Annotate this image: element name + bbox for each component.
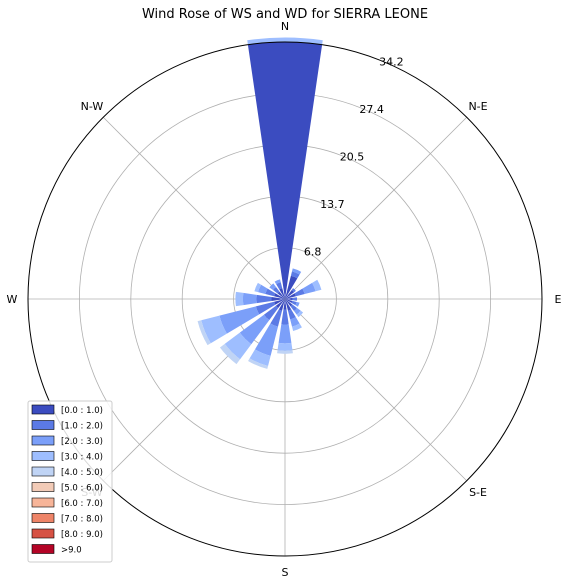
wind-bar-0-bin-3 — [247, 37, 323, 45]
legend-swatch — [31, 420, 55, 430]
wind-bar-180-bin-4 — [277, 350, 293, 354]
legend-label: [3.0 : 4.0) — [61, 453, 103, 463]
wind-bar-180-bin-3 — [277, 342, 293, 351]
wind-bar-202.5-bin-3 — [249, 349, 271, 367]
wind-bar-157.5-bin-3 — [292, 323, 302, 332]
legend-swatch — [31, 544, 55, 554]
legend-label: [0.0 : 1.0) — [61, 406, 103, 416]
wind-bar-157.5-bin-1 — [287, 309, 296, 320]
wind-bar-22.5-bin-0 — [285, 275, 298, 299]
wind-bar-337.5-bin-0 — [279, 288, 285, 299]
polar-frame — [27, 41, 543, 557]
wind-bar-0-bin-0 — [247, 42, 323, 300]
wind-bar-180-bin-1 — [281, 309, 289, 325]
wind-bar-22.5-bin-1 — [290, 271, 300, 279]
radial-tick-label: 27.4 — [359, 103, 384, 116]
wind-bar-180-bin-0 — [283, 299, 287, 310]
wind-bar-157.5-bin-0 — [285, 299, 292, 311]
wind-bar-45-bin-1 — [291, 288, 296, 293]
direction-label-w: W — [7, 293, 18, 306]
direction-label-n-w: N-W — [81, 100, 104, 113]
wind-bar-270-bin-1 — [256, 294, 272, 304]
legend-label: [5.0 : 6.0) — [61, 484, 103, 494]
wind-bar-90-bin-1 — [292, 297, 298, 301]
wind-bar-315-bin-0 — [277, 291, 285, 299]
direction-label-s: S — [282, 566, 289, 579]
wind-bar-135-bin-3 — [296, 310, 304, 318]
legend-label: [7.0 : 8.0) — [61, 515, 103, 525]
wind-bar-67.5-bin-0 — [285, 293, 296, 299]
wind-bar-247.5-bin-0 — [274, 299, 285, 305]
wind-bar-135-bin-1 — [290, 304, 298, 312]
direction-label-n: N — [281, 20, 289, 33]
direction-label-s-e: S-E — [469, 486, 487, 499]
wind-bar-157.5-bin-2 — [290, 317, 300, 327]
wind-bar-247.5-bin-4 — [197, 320, 211, 346]
wind-bar-225-bin-1 — [263, 305, 279, 321]
wind-bar-112.5-bin-0 — [285, 299, 293, 303]
wind-bar-337.5-bin-1 — [276, 282, 283, 290]
wind-bar-225-bin-3 — [224, 332, 252, 360]
legend: [0.0 : 1.0) [1.0 : 2.0) [2.0 : 3.0) [3.0 : … — [27, 400, 113, 563]
legend-label: [4.0 : 5.0) — [61, 468, 103, 478]
chart-title: Wind Rose of WS and WD for SIERRA LEONE — [142, 7, 428, 22]
legend-swatch — [31, 528, 55, 539]
wind-bar-270-bin-2 — [242, 292, 257, 306]
wind-bar-225-bin-4 — [219, 343, 241, 365]
wind-bar-225-bin-0 — [275, 299, 285, 309]
wind-bar-292.5-bin-2 — [258, 284, 268, 295]
wind-bar-135-bin-0 — [285, 299, 293, 307]
radial-tick-label: 6.8 — [304, 246, 322, 259]
wind-bar-337.5-bin-2 — [274, 279, 281, 285]
legend-swatch — [31, 404, 55, 415]
wind-bar-67.5-bin-2 — [302, 282, 316, 295]
radial-tick-label: 13.7 — [320, 198, 345, 211]
wind-bar-292.5-bin-0 — [274, 293, 285, 299]
direction-label-n-e: N-E — [468, 100, 487, 113]
wind-bar-225-bin-2 — [239, 314, 270, 345]
legend-swatch — [31, 466, 55, 477]
grid-spoke-n-e — [284, 116, 468, 300]
wind-bars — [197, 37, 323, 369]
radial-tick-label: 20.5 — [340, 151, 365, 164]
wind-bar-315-bin-1 — [272, 286, 280, 294]
legend-swatch — [31, 513, 55, 523]
legend-swatch — [31, 482, 55, 492]
wind-bar-22.5-bin-2 — [292, 268, 302, 275]
wind-bar-202.5-bin-1 — [270, 309, 283, 327]
direction-label-e: E — [555, 293, 562, 306]
wind-bar-247.5-bin-2 — [219, 306, 260, 334]
wind-bar-135-bin-2 — [293, 307, 301, 315]
wind-bar-90-bin-0 — [285, 297, 293, 301]
wind-bar-45-bin-0 — [285, 289, 295, 299]
legend-swatch — [31, 451, 55, 461]
wind-bar-202.5-bin-0 — [278, 299, 285, 311]
grid-spoke-s-e — [284, 298, 468, 482]
wind-bar-180-bin-2 — [278, 324, 292, 344]
wind-bar-202.5-bin-4 — [248, 358, 269, 369]
wind-bar-202.5-bin-2 — [254, 323, 278, 356]
wind-bar-67.5-bin-1 — [294, 288, 305, 297]
wind-bar-247.5-bin-3 — [201, 315, 227, 344]
wind-bar-112.5-bin-1 — [291, 300, 297, 306]
legend-label: [8.0 : 9.0) — [61, 530, 103, 540]
legend-swatch — [31, 435, 55, 446]
legend-swatch — [31, 497, 55, 508]
grid-spoke-n-w — [102, 116, 286, 300]
wind-bar-112.5-bin-2 — [295, 301, 300, 307]
wind-bar-67.5-bin-3 — [312, 279, 322, 292]
wind-bar-292.5-bin-1 — [265, 288, 276, 297]
legend-label: [6.0 : 7.0) — [61, 499, 103, 509]
legend-label: [1.0 : 2.0) — [61, 422, 103, 432]
wind-bar-315-bin-2 — [269, 283, 277, 291]
legend-label: [2.0 : 3.0) — [61, 437, 103, 447]
radial-tick-label: 34.2 — [379, 56, 404, 69]
legend-label: >9.0 — [61, 546, 82, 556]
wind-bar-247.5-bin-1 — [255, 301, 276, 315]
wind-bar-270-bin-3 — [235, 291, 244, 307]
wind-bar-270-bin-0 — [271, 297, 285, 301]
wind-bar-292.5-bin-3 — [254, 282, 262, 293]
